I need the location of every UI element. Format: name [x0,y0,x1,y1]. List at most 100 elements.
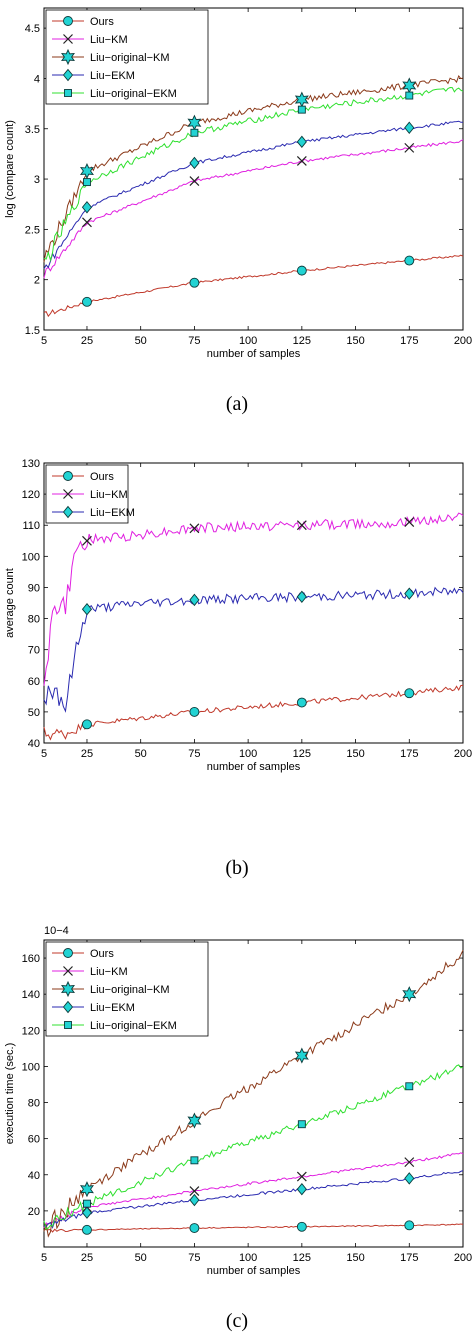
legend-label-ours: Ours [90,471,114,483]
point-liu-km [296,156,307,166]
point-liu-km [296,520,307,531]
x-tick-label: 150 [346,1252,364,1264]
point-ours [189,1223,200,1233]
point-ours [189,277,200,288]
y-tick-label: 140 [22,989,40,1001]
point-liu-original-ekm [405,1082,414,1091]
point-liu-ekm [404,587,415,600]
y-tick-label: 80 [28,614,40,626]
x-tick-label: 25 [81,748,93,760]
point-ours [404,255,415,266]
point-liu-km [82,217,92,228]
y-tick-label: 50 [28,707,40,719]
y-tick-label: 4.5 [25,23,40,35]
point-liu-km [82,535,92,546]
point-liu-original-km [402,986,417,1003]
x-tick-label: 75 [188,335,200,347]
series-line-liu-ekm [43,120,464,269]
x-tick-label: 175 [400,1252,418,1264]
point-ours [296,1221,307,1232]
legend-marker-liu-original-ekm [64,89,72,97]
point-liu-original-km [79,1181,94,1198]
y-tick-label: 40 [28,1170,40,1182]
series-line-liu-original-km [43,949,464,1238]
point-liu-ekm [189,156,200,170]
y-tick-label: 160 [22,953,40,965]
y-tick-label: 120 [22,1025,40,1037]
legend-label-liu-ekm: Liu−EKM [90,70,135,82]
y-tick-label: 100 [22,1061,40,1073]
legend-marker-liu-km [63,34,73,44]
y-tick-label: 20 [28,1206,40,1218]
x-tick-label: 25 [81,335,93,347]
chart-panel-b: 5 25 50 75 100 125 150 175 200 40 50 60 70 80 90 100 110… [0,448,474,868]
legend-label-liu-original-ekm: Liu−original−EKM [90,88,177,100]
point-ours [404,1220,415,1231]
legend-marker-ours [63,16,73,26]
point-liu-original-km [294,1047,309,1064]
legend-marker-liu-original-ekm [64,1021,72,1029]
x-tick-label: 125 [293,748,311,760]
x-tick-label: 100 [239,1252,257,1264]
point-ours [189,706,200,717]
legend-label-liu-original-km: Liu−original−KM [90,52,170,64]
y-tick-label: 2.5 [25,224,40,236]
y-tick-label: 70 [28,645,40,657]
x-tick-label: 5 [41,335,47,347]
x-tick-label: 200 [454,335,472,347]
point-liu-ekm [296,1183,307,1196]
y-tick-label: 80 [28,1098,40,1110]
point-liu-ekm [296,590,307,603]
caption-c: (c) [225,1310,249,1332]
x-tick-label: 175 [400,748,418,760]
point-liu-original-km [79,162,94,180]
legend-label-liu-km: Liu−KM [90,489,128,501]
legend-label-ours: Ours [90,16,114,28]
legend-marker-liu-ekm [62,68,74,82]
point-liu-original-ekm [83,178,91,187]
series-line-liu-km [43,139,464,279]
point-liu-ekm [81,1206,93,1219]
x-axis-label: number of samples [207,348,301,360]
point-liu-km [296,1171,307,1182]
x-tick-label: 100 [239,748,257,760]
point-ours [82,719,92,730]
x-axis-label: number of samples [207,1265,301,1277]
legend-marker-ours [63,948,73,958]
x-tick-label: 200 [454,748,472,760]
y-tick-label: 3 [34,174,40,186]
point-liu-km [404,517,415,528]
point-liu-km [189,523,200,534]
x-tick-label: 150 [346,748,364,760]
series-line-ours [43,254,464,318]
x-tick-label: 5 [41,748,47,760]
legend: Ours Liu−KM Liu−original−KM Liu−EKM Liu−orig… [45,9,209,105]
legend: Ours Liu−KM Liu−EKM [45,464,135,524]
legend: Ours Liu−KM Liu−original−KM Liu−EKM Liu−orig… [45,941,209,1037]
legend-marker-liu-km [63,966,73,976]
x-tick-label: 100 [239,335,257,347]
x-tick-label: 150 [346,335,364,347]
y-tick-label: 110 [22,520,40,532]
y-exponent-label: 10−4 [44,925,69,937]
y-tick-label: 60 [28,676,40,688]
x-tick-label: 75 [188,1252,200,1264]
x-tick-label: 75 [188,748,200,760]
legend-marker-liu-ekm [62,1000,74,1014]
x-tick-label: 175 [400,335,418,347]
legend-label-ours: Ours [90,948,114,960]
y-tick-label: 40 [28,738,40,750]
point-liu-ekm [404,121,415,134]
point-liu-original-ekm [190,128,199,137]
legend-label-liu-ekm: Liu−EKM [90,1002,135,1014]
x-tick-label: 125 [293,1252,311,1264]
y-tick-label: 2 [34,275,40,287]
x-tick-label: 25 [81,1252,93,1264]
point-liu-ekm [189,1193,200,1207]
series-line-liu-original-ekm [43,87,464,262]
point-liu-ekm [81,201,93,214]
series-line-liu-ekm [43,586,464,713]
y-axis-label: log (compare count) [4,120,16,218]
x-tick-label: 200 [454,1252,472,1264]
point-ours [82,1224,92,1235]
